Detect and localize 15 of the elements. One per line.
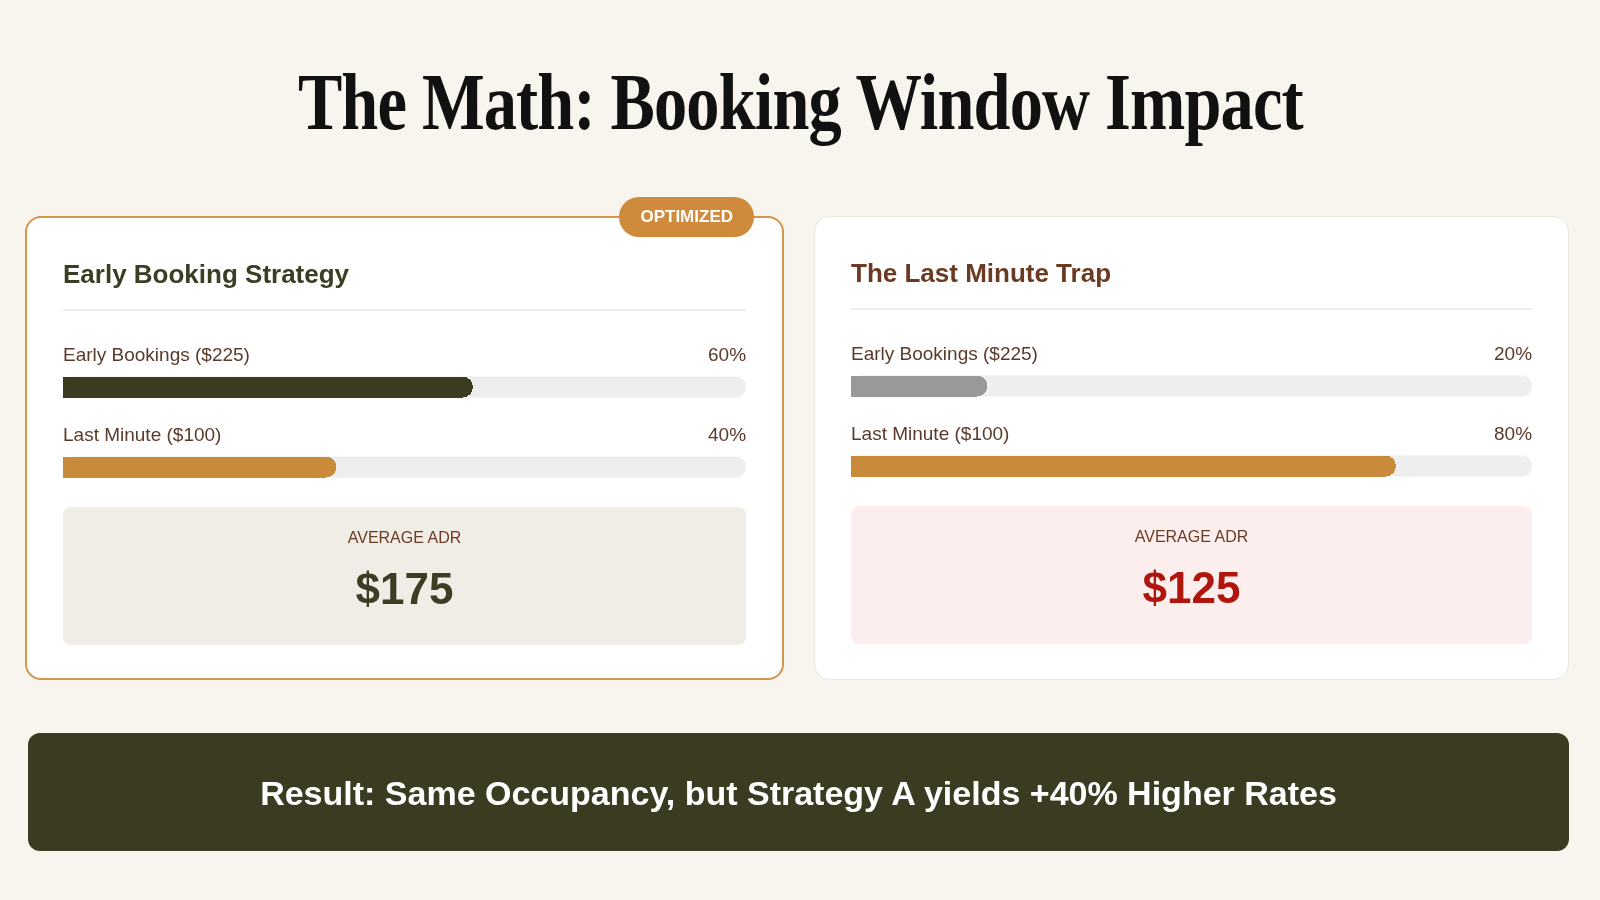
data-label: 40% xyxy=(708,424,747,445)
text: The Math: Booking Window Impact xyxy=(297,58,1303,146)
y-tick-label: Early Bookings ($225) xyxy=(851,343,1038,364)
data-label: 80% xyxy=(1494,423,1533,444)
chart-title: The Last Minute Trap xyxy=(851,257,1112,289)
y-tick-label: Last Minute ($100) xyxy=(851,423,1010,444)
badge: OPTIMIZED xyxy=(619,197,754,237)
summary-box: AVERAGE ADR $125 xyxy=(851,506,1532,644)
y-tick-label: Last Minute ($100) xyxy=(63,424,222,445)
y-tick-label: Early Bookings ($225) xyxy=(63,344,250,365)
data-label: 60% xyxy=(708,344,747,365)
data-label: 20% xyxy=(1494,343,1533,364)
chart-title: Early Booking Strategy xyxy=(63,258,350,290)
text: Result: Same Occupancy, but Strategy A yields +40% Higher Rates xyxy=(260,774,1337,812)
summary-box: AVERAGE ADR $175 xyxy=(63,507,746,645)
